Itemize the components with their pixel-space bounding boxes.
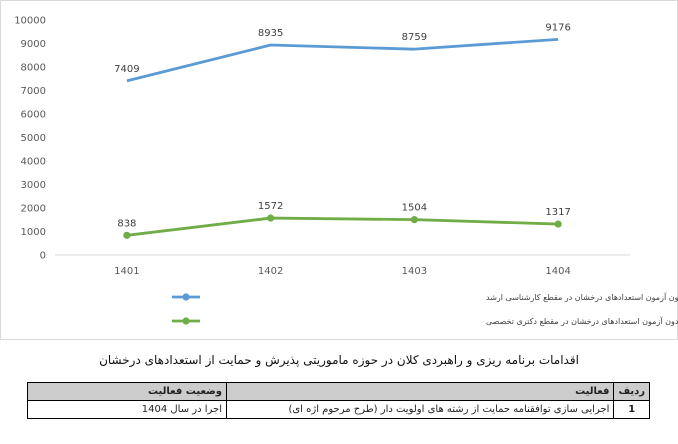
header-activity: فعالیت [225,382,615,401]
x-tick-label: 1401 [114,266,139,277]
data-label: 1317 [545,207,570,218]
y-tick-label: 0 [40,251,46,262]
data-label: 9176 [545,22,570,33]
y-tick-label: 1000 [21,227,46,238]
chart-area: 0 1000 2000 3000 4000 5000 6000 7000 8000 9000 100… [0,0,678,340]
legend-label: تعداد کل پذیرش بدون آزمون استعدادهای درخ… [486,292,678,302]
y-tick-label: 4000 [21,157,46,168]
cell-status: اجرا در سال 1404 [27,400,227,419]
x-tick-label: 1402 [258,266,283,277]
data-point [267,214,275,222]
data-point [554,220,562,228]
y-tick-label: 2000 [21,204,46,215]
legend-marker [182,317,190,325]
table-row: 1 اجرایی سازی توافقنامه حمایت از رشته ها… [27,400,650,419]
x-tick-label: 1403 [402,266,427,277]
y-axis-ticks: 0 1000 2000 3000 4000 5000 6000 7000 8000 9000 100… [14,16,46,262]
activities-table: ردیف فعالیت وضعیت فعالیت 1 اجرایی سازی ت… [27,382,650,419]
header-status: وضعیت فعالیت [27,382,227,401]
x-axis-ticks: 1401 1402 1403 1404 [114,266,571,277]
legend-label: تعداد کل پذیرش بدون آزمون استعدادهای درخ… [486,316,678,326]
data-label: 8935 [258,28,283,39]
y-tick-label: 3000 [21,180,46,191]
data-label: 1504 [402,203,427,214]
y-tick-label: 6000 [21,110,46,121]
data-label: 1572 [258,201,283,212]
series-layer: 7409 8935 8759 9176 838 1572 1504 1317 [114,22,571,239]
legend: تعداد کل پذیرش بدون آزمون استعدادهای درخ… [172,292,678,326]
table-header-row: ردیف فعالیت وضعیت فعالیت [27,382,650,401]
legend-marker [182,293,190,301]
cell-activity: اجرایی سازی توافقنامه حمایت از رشته های … [225,400,615,419]
chart-frame [0,0,678,340]
series-line [126,216,559,237]
data-label: 7409 [114,64,139,75]
data-point [123,231,131,239]
y-tick-label: 7000 [21,86,46,97]
line-chart: 0 1000 2000 3000 4000 5000 6000 7000 8000 9000 100… [0,0,678,340]
cell-num: 1 [613,400,650,419]
data-label: 8759 [402,32,427,43]
header-num: ردیف [613,382,650,401]
y-tick-label: 9000 [21,39,46,50]
x-tick-label: 1404 [545,266,570,277]
series-line [126,37,559,83]
y-tick-label: 10000 [14,16,46,27]
data-label: 838 [117,218,136,229]
y-tick-label: 5000 [21,133,46,144]
data-point [410,216,418,224]
caption: اقدامات برنامه ریزی و راهبردی کلان در حو… [99,353,579,367]
y-tick-label: 8000 [21,63,46,74]
